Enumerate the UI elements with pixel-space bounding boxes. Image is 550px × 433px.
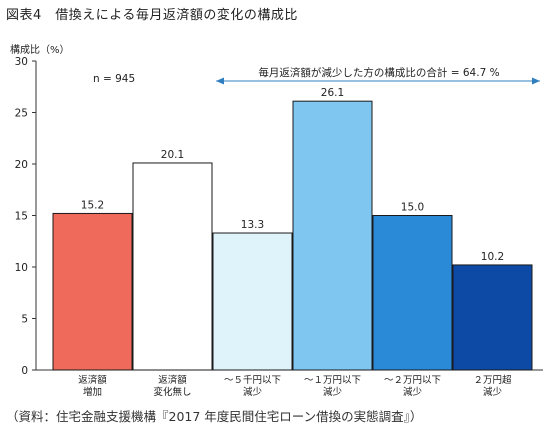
x-tick-label: 減少	[483, 386, 503, 398]
sample-size-label: n = 945	[93, 73, 135, 85]
x-tick-label: 減少	[243, 386, 263, 398]
bar	[212, 232, 293, 371]
bar-value-label: 13.3	[241, 219, 264, 231]
x-tick-label: 増加	[83, 386, 102, 398]
bar	[372, 215, 453, 371]
x-tick-label: ～１万円以下	[304, 375, 361, 386]
x-tick-label: ２万円超	[473, 374, 512, 386]
annotation-arrowhead-left	[216, 77, 224, 85]
bar-value-label: 20.1	[161, 149, 184, 161]
x-tick-label: 減少	[403, 386, 423, 398]
bar	[52, 212, 133, 371]
bar	[292, 100, 373, 371]
x-tick-label: 変化無し	[153, 386, 191, 398]
annotation-text-background	[255, 66, 503, 80]
bar	[132, 162, 213, 371]
x-tick-label: ～５千円以下	[224, 375, 281, 386]
bar-value-label: 15.2	[81, 199, 104, 211]
x-tick-label: 減少	[323, 386, 343, 398]
figure-title: 図表4 借換えによる毎月返済額の変化の構成比	[6, 8, 298, 23]
x-tick-label: 返済額	[158, 374, 187, 386]
y-tick-label: 20	[15, 159, 28, 171]
annotation-text: 毎月返済額が減少した方の構成比の合計 = 64.7 %	[258, 66, 499, 79]
y-tick-label: 5	[21, 314, 28, 326]
y-tick-label: 25	[15, 108, 28, 120]
source-note: （資料：住宅金融支援機構『2017 年度民間住宅ローン借換の実態調査』）	[6, 409, 423, 424]
y-tick-label: 30	[15, 56, 28, 68]
x-tick-label: 返済額	[78, 374, 107, 386]
bar-value-label: 15.0	[401, 202, 424, 214]
annotation-arrowhead-right	[532, 77, 540, 85]
annotation: 毎月返済額が減少した方の構成比の合計 = 64.7 %	[216, 66, 540, 85]
bar-value-label: 10.2	[481, 251, 504, 263]
y-tick-label: 15	[15, 211, 28, 223]
x-tick-labels: 返済額増加返済額変化無し～５千円以下減少～１万円以下減少～２万円以下減少２万円超…	[78, 374, 512, 398]
x-tick-label: ～２万円以下	[384, 375, 441, 386]
y-axis-label: 構成比（%）	[10, 43, 70, 56]
bar	[452, 264, 533, 371]
value-labels: 15.2 20.1 13.3 26.1 15.0 10.2	[81, 87, 504, 263]
bar-value-label: 26.1	[321, 87, 344, 99]
y-tick-label: 0	[21, 365, 28, 377]
y-tick-label: 10	[15, 262, 28, 274]
bars	[52, 100, 533, 371]
